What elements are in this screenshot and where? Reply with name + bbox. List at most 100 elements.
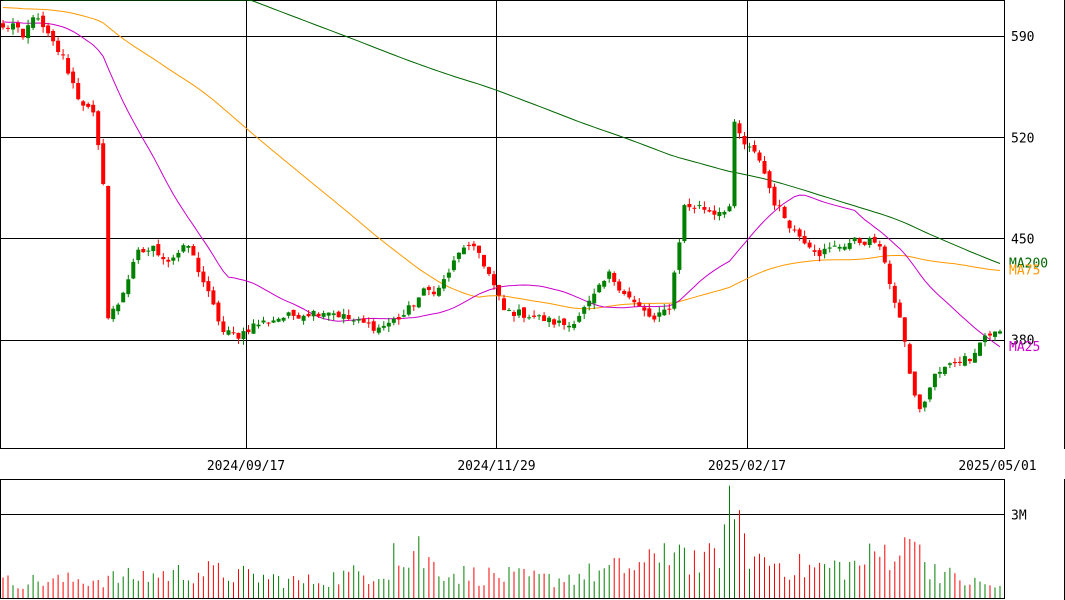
candle-down <box>622 290 627 294</box>
candle-up <box>386 322 391 327</box>
candle-down <box>156 244 161 256</box>
candle-down <box>612 273 617 282</box>
candle-down <box>497 284 501 296</box>
candle-up <box>662 309 667 316</box>
candle-down <box>266 322 271 324</box>
candle-up <box>26 25 31 38</box>
candle-up <box>461 247 466 255</box>
candle-up <box>271 320 276 323</box>
candle-down <box>917 394 922 410</box>
candle-down <box>627 291 632 298</box>
candle-down <box>637 302 642 307</box>
candle-down <box>502 298 506 311</box>
candle-down <box>431 291 436 295</box>
candle-down <box>361 318 366 323</box>
candle-up <box>181 245 186 252</box>
candle-down <box>907 344 912 374</box>
candle-up <box>932 373 937 388</box>
candle-down <box>988 333 992 336</box>
candle-down <box>91 104 96 113</box>
candle-up <box>993 331 997 337</box>
candle-down <box>6 27 10 29</box>
candle-down <box>482 254 486 267</box>
candle-down <box>692 207 697 209</box>
candle-down <box>757 152 762 161</box>
candle-up <box>331 313 336 315</box>
candle-down <box>296 314 301 319</box>
candle-up <box>972 352 977 363</box>
candle-down <box>16 22 20 28</box>
candle-down <box>742 136 747 145</box>
candle-up <box>256 324 261 327</box>
candle-up <box>261 320 266 323</box>
candle-up <box>126 279 131 295</box>
price-axis-ticks: 590 520 450 380 <box>1011 30 1034 349</box>
candle-up <box>281 317 286 321</box>
candle-up <box>672 272 677 309</box>
candle-up <box>186 246 191 248</box>
candle-down <box>782 206 787 219</box>
candle-down <box>707 210 712 212</box>
ma200-line <box>3 0 1001 264</box>
ma-label-ma200: MA200 <box>1009 257 1048 272</box>
candle-up <box>732 121 737 207</box>
candle-down <box>957 361 962 363</box>
price-tick-label: 590 <box>1011 30 1034 45</box>
candle-up <box>36 18 41 20</box>
candle-up <box>677 242 682 270</box>
candle-down <box>106 186 111 319</box>
candle-down <box>712 210 717 215</box>
volume-tick-label: 3M <box>1011 509 1027 524</box>
candle-up <box>572 324 577 328</box>
candle-down <box>101 143 106 184</box>
candle-down <box>877 244 882 247</box>
candle-down <box>161 257 166 260</box>
candle-up <box>507 309 511 311</box>
candle-down <box>902 317 907 342</box>
candle-up <box>847 243 852 249</box>
candle-down <box>857 238 862 243</box>
candle-up <box>121 292 126 303</box>
candle-up <box>176 252 181 258</box>
candle-down <box>762 161 767 174</box>
candle-up <box>321 313 326 317</box>
candle-down <box>346 315 351 319</box>
candle-up <box>451 260 456 271</box>
candle-down <box>642 307 647 311</box>
candle-down <box>291 309 296 316</box>
price-panel-frame <box>0 0 1005 449</box>
candle-down <box>882 246 887 263</box>
candle-down <box>71 71 76 84</box>
candle-down <box>512 312 516 316</box>
candle-up <box>822 248 827 255</box>
candle-down <box>426 286 431 290</box>
candle-down <box>211 290 216 305</box>
price-tick-label: 380 <box>1011 334 1034 349</box>
candle-up <box>592 293 597 304</box>
candle-up <box>937 371 942 374</box>
candle-down <box>371 321 376 331</box>
candle-down <box>812 250 817 252</box>
price-tick-label: 450 <box>1011 233 1034 248</box>
candle-up <box>827 247 832 249</box>
volume-axis-ticks: 3M <box>1011 509 1027 524</box>
candle-down <box>201 271 206 283</box>
candle-down <box>61 54 66 56</box>
volume-panel-frame <box>0 479 1005 599</box>
candle-up <box>852 237 857 242</box>
candle-down <box>617 281 622 291</box>
candle-down <box>206 281 211 292</box>
candle-down <box>872 236 877 243</box>
candle-down <box>396 317 401 320</box>
candle-down <box>797 229 802 237</box>
candle-up <box>832 245 837 247</box>
candle-down <box>196 257 201 273</box>
candle-down <box>652 315 657 320</box>
candle-down <box>477 245 481 253</box>
candle-up <box>456 252 461 259</box>
candle-down <box>236 332 241 339</box>
candle-up <box>927 387 932 400</box>
candle-up <box>241 331 246 339</box>
candle-down <box>76 83 81 100</box>
